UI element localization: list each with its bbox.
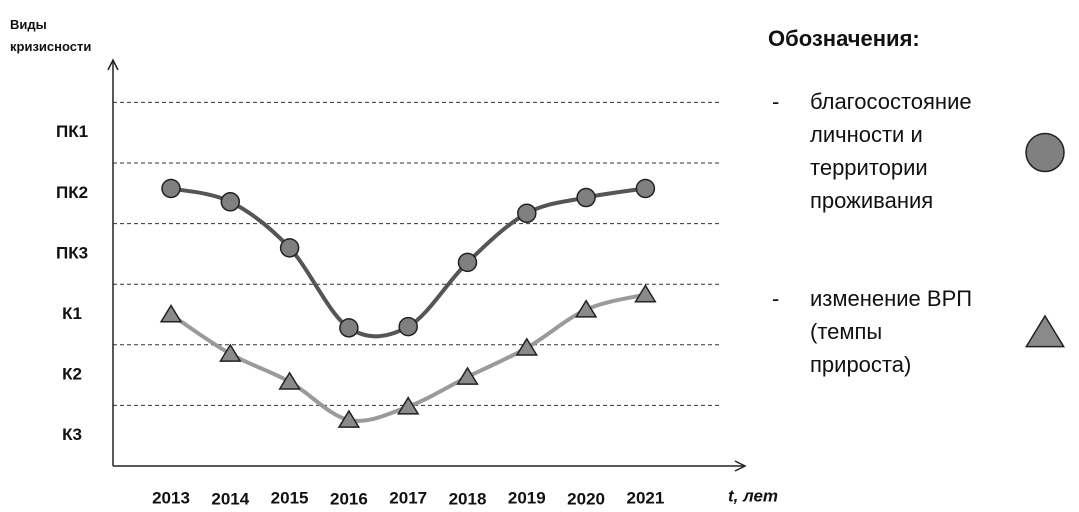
data-point — [337, 409, 361, 428]
y-axis-label: Виды кризисности — [10, 17, 91, 54]
legend-label: благосостояние личности и территории прожив… — [810, 89, 972, 213]
y-tick-label: ПК1 — [56, 122, 88, 141]
legend-dash: - — [772, 89, 779, 114]
y-tick-label: ПК2 — [56, 183, 88, 202]
y-tick-label: К1 — [62, 304, 82, 323]
data-point — [574, 299, 598, 318]
data-point — [278, 371, 301, 390]
data-point — [398, 316, 418, 337]
x-tick-label: 2014 — [211, 489, 249, 508]
data-point — [396, 396, 420, 415]
data-point — [576, 187, 596, 208]
y-tick-label: К2 — [62, 365, 82, 384]
data-point — [219, 343, 242, 362]
legend-label: изменение ВРП (темпы прироста) — [810, 286, 972, 377]
x-tick-label: 2020 — [567, 489, 605, 508]
x-tick-label: 2015 — [271, 488, 309, 507]
y-axis-arrow — [107, 58, 119, 71]
x-tick-label: 2021 — [626, 488, 664, 507]
data-point — [457, 252, 478, 273]
data-point — [515, 337, 539, 356]
legend-marker — [1024, 314, 1066, 348]
y-tick-label: К3 — [62, 425, 82, 444]
x-tick-label: 2019 — [508, 488, 546, 507]
data-point — [279, 238, 300, 258]
data-point — [635, 178, 656, 199]
data-point — [456, 366, 479, 385]
data-point — [339, 318, 359, 338]
data-point — [161, 178, 181, 199]
legend-title: Обозначения: — [768, 26, 920, 51]
data-point — [220, 192, 241, 212]
x-tick-label: 2017 — [389, 488, 427, 507]
legend-marker — [1025, 132, 1065, 173]
legend-dash: - — [772, 286, 779, 311]
data-point — [159, 304, 183, 323]
x-tick-label: 2013 — [152, 488, 190, 507]
data-point — [634, 284, 657, 303]
y-tick-label: ПК3 — [56, 243, 88, 262]
x-axis-label: t, лет — [728, 486, 778, 505]
data-point — [517, 203, 537, 224]
x-tick-label: 2018 — [449, 489, 487, 508]
x-tick-label: 2016 — [330, 489, 368, 508]
x-axis-arrow — [734, 460, 747, 472]
